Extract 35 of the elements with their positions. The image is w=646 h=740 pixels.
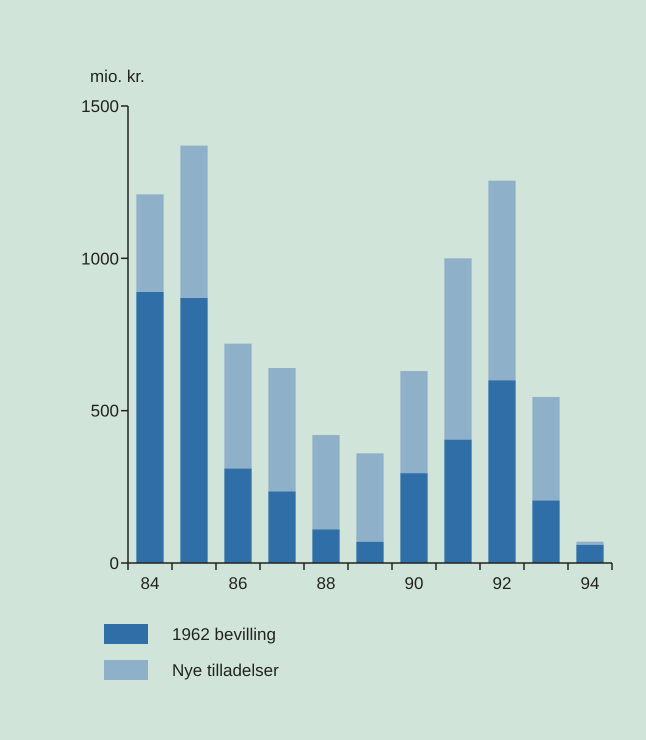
- y-tick-label: 1000: [81, 249, 119, 268]
- bar: [180, 298, 208, 563]
- y-tick-label: 500: [90, 402, 119, 421]
- bar: [576, 542, 604, 545]
- x-tick-label: 86: [228, 574, 248, 593]
- bar: [268, 491, 296, 563]
- bar: [356, 542, 384, 563]
- bar: [444, 440, 472, 563]
- y-axis-title: mio. kr.: [90, 67, 145, 86]
- bar: [532, 396, 560, 501]
- x-tick-label: 84: [140, 574, 160, 593]
- x-tick-label: 92: [492, 574, 512, 593]
- bar: [400, 473, 428, 563]
- bar: [312, 435, 340, 530]
- x-tick-label: 88: [316, 574, 336, 593]
- bar: [532, 500, 560, 563]
- bar: [444, 258, 472, 440]
- bar: [576, 544, 604, 563]
- bar: [312, 529, 340, 563]
- bar: [136, 194, 164, 292]
- bar: [488, 180, 516, 380]
- bar: [400, 371, 428, 474]
- y-tick-label: 0: [110, 554, 119, 573]
- bar: [488, 380, 516, 563]
- bar: [224, 468, 252, 563]
- x-tick-label: 94: [580, 574, 600, 593]
- legend-label: 1962 bevilling: [172, 624, 276, 644]
- bar: [356, 453, 384, 542]
- bar: [224, 344, 252, 469]
- bar: [136, 292, 164, 563]
- bar: [180, 146, 208, 298]
- legend-label: Nye tilladelser: [172, 660, 280, 680]
- y-tick-label: 1500: [81, 96, 119, 116]
- bar: [268, 368, 296, 492]
- x-tick-label: 90: [404, 574, 424, 593]
